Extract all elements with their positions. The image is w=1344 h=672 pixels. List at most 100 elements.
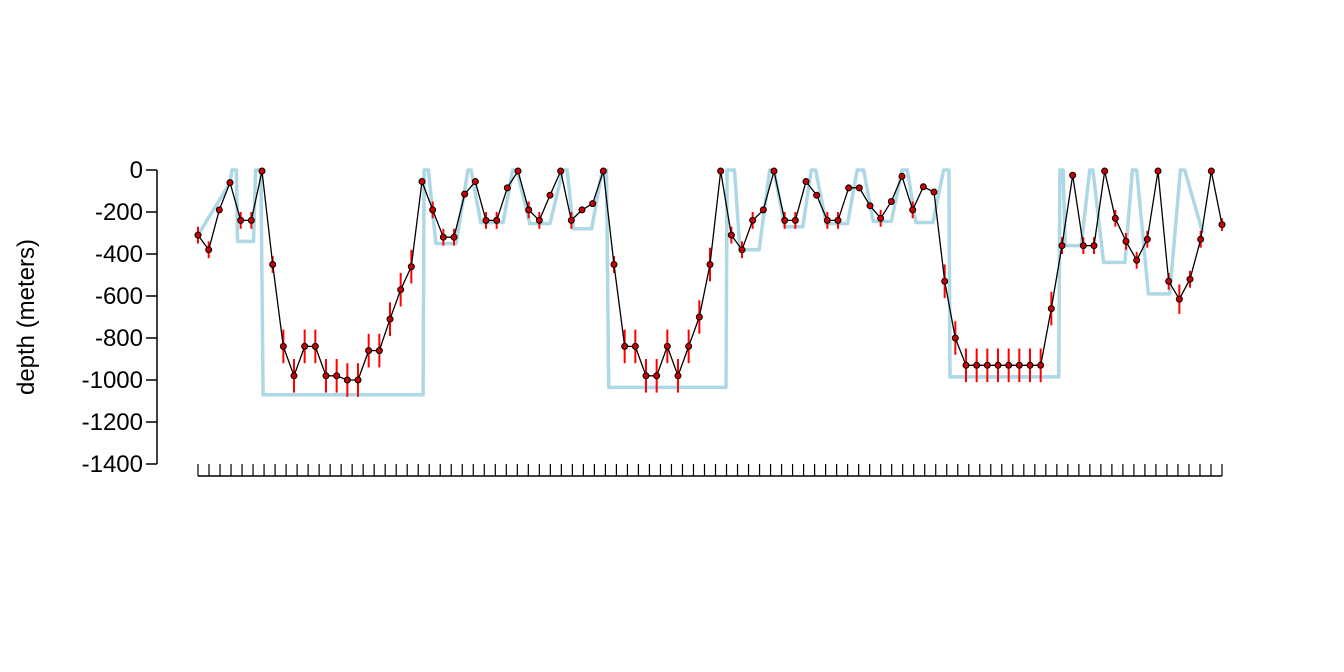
data-point <box>919 183 927 191</box>
data-point <box>621 342 629 350</box>
true-track-layer <box>196 168 1205 397</box>
data-point <box>983 361 991 369</box>
data-point <box>226 179 234 187</box>
data-point <box>482 216 490 224</box>
data-point <box>887 198 895 205</box>
data-point <box>194 231 202 239</box>
y-tick-label: -600 <box>95 283 143 310</box>
data-point <box>397 286 405 294</box>
data-point <box>1069 171 1077 179</box>
data-point <box>866 202 874 210</box>
data-point <box>418 178 426 186</box>
data-point <box>1143 235 1151 243</box>
y-tick-label: -200 <box>95 199 143 226</box>
data-point <box>1111 214 1119 222</box>
data-point <box>429 206 437 214</box>
data-point <box>674 372 682 380</box>
y-tick-label: 0 <box>130 157 143 184</box>
data-point <box>375 347 383 355</box>
data-point <box>802 178 810 186</box>
data-point <box>770 167 778 175</box>
data-point <box>439 233 447 241</box>
data-point <box>1207 167 1215 175</box>
data-point <box>738 246 746 254</box>
data-point <box>535 216 543 224</box>
data-point <box>514 167 522 175</box>
data-point <box>941 277 949 285</box>
data-point <box>1090 242 1098 250</box>
data-point <box>354 376 362 384</box>
data-point <box>845 184 853 192</box>
data-point <box>877 214 885 222</box>
data-point <box>962 361 970 369</box>
data-point <box>1047 305 1055 313</box>
data-point <box>951 334 959 342</box>
data-point <box>269 261 277 268</box>
data-point <box>855 184 863 192</box>
y-tick-label: -1400 <box>82 451 143 478</box>
data-point <box>450 233 458 241</box>
data-point <box>1037 361 1045 369</box>
data-point <box>1015 361 1023 369</box>
data-point <box>407 263 415 271</box>
data-point <box>599 167 607 175</box>
data-point <box>503 184 511 192</box>
error-bar-layer <box>197 201 1223 397</box>
data-point <box>973 361 981 369</box>
data-point <box>322 372 330 380</box>
data-point <box>1175 295 1183 303</box>
data-point <box>343 376 351 384</box>
data-point <box>279 342 287 350</box>
data-point <box>717 167 725 175</box>
true-track-line <box>196 168 1205 397</box>
data-point <box>301 342 309 350</box>
data-point <box>685 342 693 350</box>
data-point <box>1218 221 1226 229</box>
data-point <box>1186 275 1194 283</box>
data-point <box>663 342 671 350</box>
y-tick-label: -1000 <box>82 367 143 394</box>
data-point <box>1154 167 1162 175</box>
data-point <box>567 216 575 224</box>
x-axis <box>197 464 1223 477</box>
data-point <box>834 216 842 224</box>
data-point <box>1005 361 1013 369</box>
data-point <box>546 191 554 199</box>
data-point <box>759 206 767 214</box>
data-point <box>493 216 501 224</box>
data-point <box>898 172 906 180</box>
y-tick-label: -800 <box>95 325 143 352</box>
estimate-points-layer <box>194 167 1226 384</box>
y-axis: 0 -200 -400 -600 -800 -1000 -1200 -1400 <box>82 157 158 478</box>
data-point <box>909 206 917 214</box>
data-point <box>386 315 394 323</box>
data-point <box>471 178 479 186</box>
data-point <box>727 231 735 239</box>
data-point <box>589 200 597 208</box>
data-point <box>695 313 703 321</box>
data-point <box>311 342 319 350</box>
y-tick-label: -1200 <box>82 409 143 436</box>
data-point <box>1165 277 1173 285</box>
data-point <box>1026 361 1034 369</box>
data-point <box>215 206 223 214</box>
data-point <box>610 261 618 268</box>
data-point <box>631 342 639 350</box>
data-point <box>1058 242 1066 250</box>
data-point <box>1101 167 1109 175</box>
data-point <box>1197 235 1205 243</box>
data-point <box>749 216 757 224</box>
y-tick-label: -400 <box>95 241 143 268</box>
data-point <box>247 216 255 224</box>
data-point <box>781 216 789 224</box>
data-point <box>525 206 533 214</box>
data-point <box>365 347 373 355</box>
data-point <box>557 167 565 175</box>
data-point <box>706 261 714 268</box>
data-point <box>578 206 586 214</box>
data-point <box>653 372 661 380</box>
data-point <box>333 372 341 380</box>
data-point <box>1079 242 1087 250</box>
data-point <box>791 216 799 224</box>
